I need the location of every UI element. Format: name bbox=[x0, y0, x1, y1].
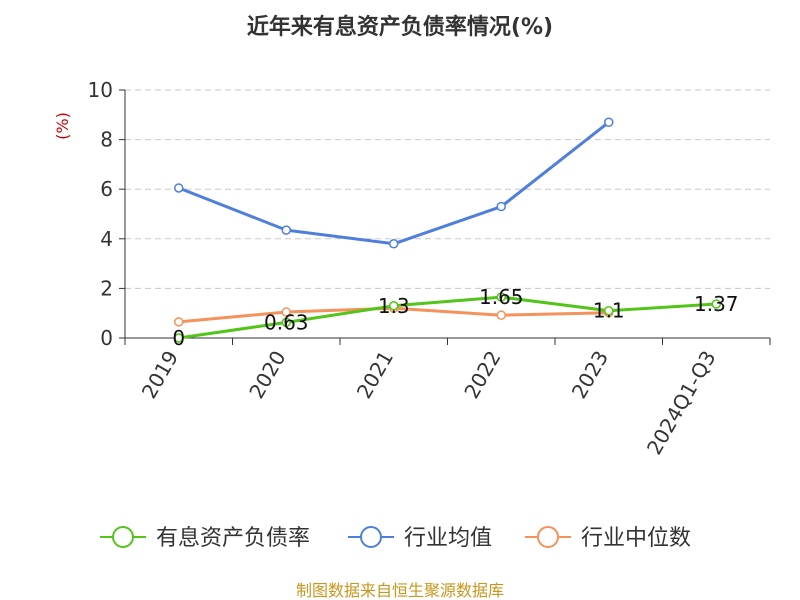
data-point-1[interactable] bbox=[604, 117, 614, 127]
y-tick-label: 2 bbox=[100, 276, 113, 300]
legend-label: 行业中位数 bbox=[581, 526, 691, 551]
x-tick-label: 2022 bbox=[459, 347, 505, 403]
chart-title: 近年来有息资产负债率情况(%) bbox=[247, 14, 553, 40]
data-label: 1.3 bbox=[378, 294, 410, 318]
y-axis-label: (%) bbox=[53, 112, 72, 140]
y-tick-label: 6 bbox=[100, 177, 113, 201]
data-point-0[interactable] bbox=[604, 305, 614, 316]
data-point-0[interactable] bbox=[711, 299, 721, 309]
axes: 0 2 4 6 8 10 2019 2020 2021 2022 2023 2024Q1-Q3 bbox=[88, 78, 771, 459]
legend-marker bbox=[112, 526, 134, 548]
data-label: 1.65 bbox=[479, 285, 524, 309]
data-point-0[interactable] bbox=[496, 292, 506, 302]
x-tick-label: 2020 bbox=[244, 347, 290, 403]
data-labels: 0 0.63 1.3 1.65 1.1 1.37 bbox=[172, 285, 738, 350]
data-point-0[interactable] bbox=[389, 301, 399, 311]
data-label: 1.37 bbox=[694, 292, 739, 316]
data-point-0[interactable] bbox=[174, 333, 184, 343]
y-tick-label: 10 bbox=[88, 78, 113, 102]
legend[interactable]: 有息资产负债率 行业均值 行业中位数 bbox=[100, 526, 691, 551]
legend-label: 有息资产负债率 bbox=[156, 526, 310, 551]
legend-marker bbox=[537, 526, 559, 548]
x-tick-label: 2024Q1-Q3 bbox=[642, 347, 721, 459]
data-label: 1.1 bbox=[593, 299, 625, 323]
legend-item-2[interactable]: 行业中位数 bbox=[525, 526, 691, 551]
x-tick-label: 2021 bbox=[352, 347, 398, 403]
data-label: 0.63 bbox=[264, 310, 309, 334]
y-tick-label: 4 bbox=[100, 227, 113, 251]
legend-item-1[interactable]: 行业均值 bbox=[348, 526, 492, 551]
legend-marker bbox=[360, 526, 382, 548]
legend-item-0[interactable]: 有息资产负债率 bbox=[100, 526, 310, 551]
data-point-2[interactable] bbox=[281, 307, 291, 317]
data-point-1[interactable] bbox=[174, 183, 184, 193]
y-tick-label: 0 bbox=[100, 326, 113, 350]
grid bbox=[125, 89, 770, 289]
data-point-1[interactable] bbox=[389, 239, 399, 249]
data-point-2[interactable] bbox=[174, 317, 184, 327]
data-point-0[interactable] bbox=[281, 317, 291, 328]
x-tick-label: 2019 bbox=[137, 347, 183, 403]
data-point-2[interactable] bbox=[496, 310, 506, 320]
series-line-0 bbox=[178, 295, 717, 340]
data-point-1[interactable] bbox=[496, 201, 506, 212]
data-label: 0 bbox=[172, 326, 185, 350]
source-note: 制图数据来自恒生聚源数据库 bbox=[296, 581, 504, 600]
data-point-1[interactable] bbox=[281, 225, 291, 235]
x-tick-label: 2023 bbox=[567, 347, 613, 403]
series-layer bbox=[174, 117, 721, 343]
legend-label: 行业均值 bbox=[404, 526, 492, 551]
series-line-1 bbox=[178, 121, 610, 246]
y-tick-label: 8 bbox=[100, 128, 113, 152]
